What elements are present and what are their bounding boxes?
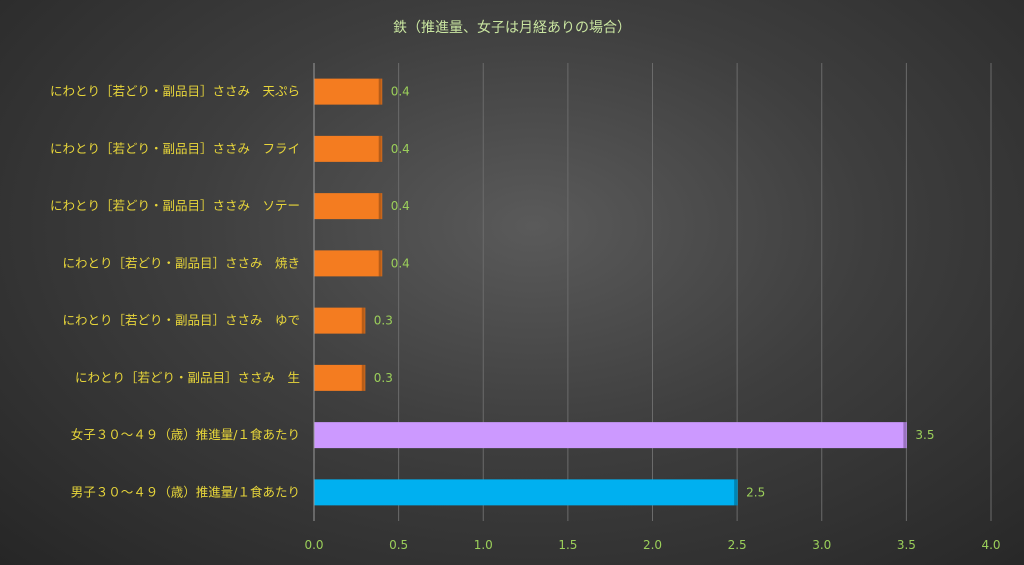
- x-tick-label: 1.0: [474, 538, 493, 552]
- bar-edge-shade: [903, 422, 907, 449]
- bar-edge-shade: [378, 135, 382, 162]
- data-label: 0.4: [391, 85, 410, 99]
- bars: [314, 78, 907, 506]
- bar: [314, 250, 383, 277]
- category-label: 男子３０～４９（歳）推進量/１食あたり: [71, 484, 300, 499]
- category-label: 女子３０～４９（歳）推進量/１食あたり: [71, 427, 300, 442]
- x-tick-label: 3.5: [897, 538, 916, 552]
- labels: 0.0 0.5 1.0 1.5 2.0 2.5 3.0 3.5 4.0 にわとり［若どり・副品目］…: [50, 84, 1001, 552]
- bar: [314, 307, 366, 334]
- data-label: 0.4: [391, 256, 410, 270]
- category-label: にわとり［若どり・副品目］ささみ 生: [75, 370, 300, 385]
- category-label: にわとり［若どり・副品目］ささみ 天ぷら: [50, 84, 300, 99]
- bar: [314, 135, 383, 162]
- bar-edge-shade: [361, 307, 365, 334]
- gridlines: [313, 63, 992, 521]
- category-label: にわとり［若どり・副品目］ささみ ゆで: [62, 313, 300, 328]
- chart-title: 鉄（推進量、女子は月経ありの場合）: [393, 19, 631, 36]
- bar-edge-shade: [378, 193, 382, 220]
- bar: [314, 422, 907, 449]
- bar: [314, 479, 738, 506]
- data-label: 0.3: [374, 371, 393, 385]
- x-tick-label: 2.5: [728, 538, 747, 552]
- bar-edge-shade: [361, 364, 365, 391]
- bar-edge-shade: [378, 250, 382, 277]
- category-label: にわとり［若どり・副品目］ささみ フライ: [50, 141, 300, 156]
- x-tick-label: 4.0: [981, 538, 1000, 552]
- x-tick-label: 3.0: [812, 538, 831, 552]
- x-tick-label: 0.0: [304, 538, 323, 552]
- data-label: 2.5: [746, 485, 765, 499]
- bar-edge-shade: [734, 479, 738, 506]
- data-label: 0.3: [374, 314, 393, 328]
- bar: [314, 193, 383, 220]
- category-label: にわとり［若どり・副品目］ささみ 焼き: [62, 255, 300, 270]
- bar: [314, 364, 366, 391]
- x-tick-label: 0.5: [389, 538, 408, 552]
- data-label: 3.5: [915, 428, 934, 442]
- data-label: 0.4: [391, 199, 410, 213]
- bar: [314, 78, 383, 105]
- category-label: にわとり［若どり・副品目］ささみ ソテー: [50, 198, 300, 213]
- x-tick-label: 2.0: [643, 538, 662, 552]
- bar-edge-shade: [378, 78, 382, 105]
- data-label: 0.4: [391, 142, 410, 156]
- x-tick-label: 1.5: [558, 538, 577, 552]
